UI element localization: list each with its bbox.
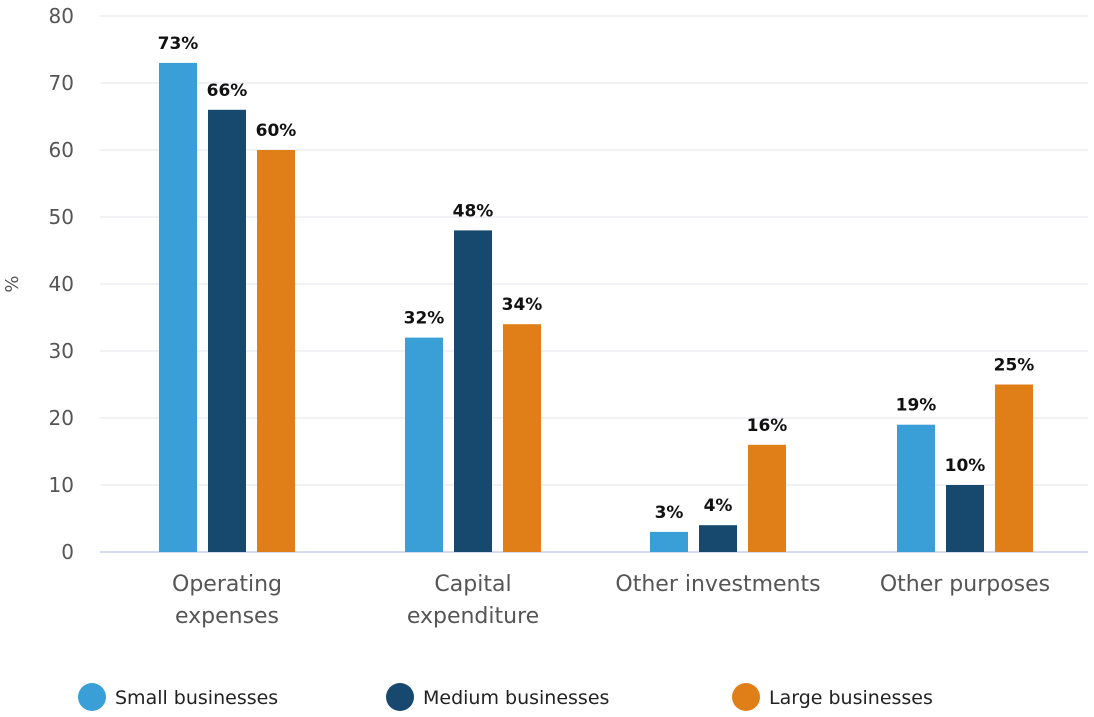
- data-label: 48%: [453, 201, 494, 221]
- y-tick-label: 10: [49, 473, 74, 497]
- y-tick-label: 60: [49, 138, 74, 162]
- y-tick-label: 50: [49, 205, 74, 229]
- y-tick-label: 0: [61, 540, 74, 564]
- bar-large-businesses-0: [257, 150, 295, 552]
- bar-small-businesses-2: [650, 531, 688, 552]
- bar-medium-businesses-3: [946, 485, 984, 552]
- data-label: 16%: [747, 416, 788, 436]
- legend-swatch: [78, 683, 106, 711]
- y-axis-label: %: [2, 275, 23, 292]
- data-label: 66%: [207, 81, 248, 101]
- legend-swatch: [386, 683, 414, 711]
- data-label: 73%: [158, 34, 199, 54]
- x-category-label: Other purposes: [880, 572, 1050, 597]
- x-axis-categories: Operating expenses Capital expenditure Other…: [172, 572, 1050, 629]
- legend-swatch: [732, 683, 760, 711]
- y-tick-label: 40: [49, 272, 74, 296]
- bar-large-businesses-3: [995, 384, 1033, 552]
- bar-small-businesses-0: [159, 62, 197, 553]
- data-label: 25%: [994, 356, 1035, 376]
- bars: [159, 62, 1033, 553]
- y-tick-label: 20: [49, 406, 74, 430]
- x-category-label: Other investments: [615, 572, 820, 597]
- y-tick-label: 70: [49, 71, 74, 95]
- data-label: 60%: [256, 121, 297, 141]
- y-axis-ticks: 0 10 20 30 40 50 60 70 80: [49, 4, 74, 564]
- y-tick-label: 30: [49, 339, 74, 363]
- x-category-label: Operating: [172, 572, 282, 597]
- legend: Small businesses Medium businesses Large b…: [78, 683, 933, 711]
- gridlines: [100, 15, 1088, 553]
- bar-medium-businesses-1: [454, 230, 492, 552]
- bar-large-businesses-1: [503, 324, 541, 552]
- data-label: 4%: [704, 496, 733, 516]
- data-label: 32%: [404, 309, 445, 329]
- data-labels: 73% 32% 3% 19% 66% 48% 4% 10% 60% 34% 16% 25%: [158, 34, 1035, 523]
- legend-label: Medium businesses: [423, 687, 609, 709]
- data-label: 19%: [896, 396, 937, 416]
- data-label: 3%: [655, 503, 684, 523]
- data-label: 34%: [502, 295, 543, 315]
- x-category-label: Capital: [434, 572, 511, 597]
- bar-small-businesses-3: [897, 424, 935, 552]
- bar-medium-businesses-0: [208, 109, 246, 553]
- data-label: 10%: [945, 456, 986, 476]
- x-category-label: expenditure: [407, 604, 539, 629]
- legend-label: Small businesses: [115, 687, 278, 709]
- y-tick-label: 80: [49, 4, 74, 28]
- bar-large-businesses-2: [748, 444, 786, 552]
- legend-label: Large businesses: [769, 687, 933, 709]
- bar-small-businesses-1: [405, 337, 443, 552]
- bar-medium-businesses-2: [699, 525, 737, 552]
- x-category-label: expenses: [175, 604, 279, 629]
